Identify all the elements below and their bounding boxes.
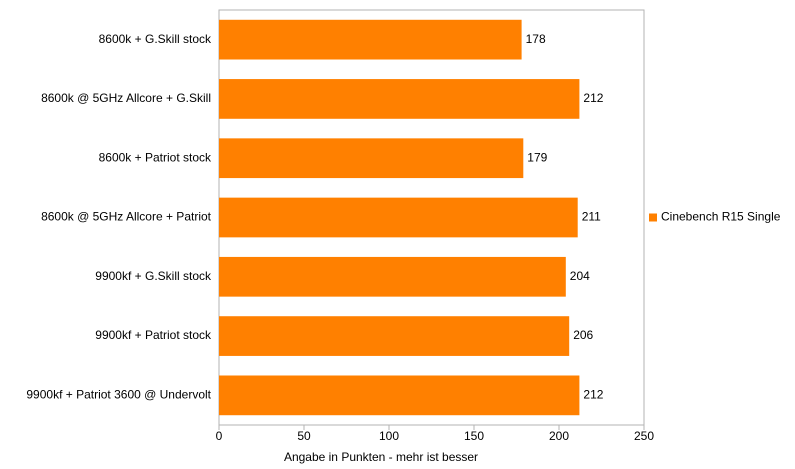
x-tick-label: 150: [464, 429, 484, 443]
x-axis-title: Angabe in Punkten - mehr ist besser: [284, 450, 478, 464]
y-tick-label: 8600k + Patriot stock: [99, 150, 212, 164]
value-label: 204: [570, 269, 590, 283]
value-label: 212: [583, 388, 603, 402]
y-tick-label: 9900kf + G.Skill stock: [95, 269, 212, 283]
legend-swatch: [649, 213, 657, 222]
bar: [219, 138, 524, 179]
value-label: 206: [573, 328, 593, 342]
y-tick-label: 9900kf + Patriot stock: [95, 328, 212, 342]
y-tick-label: 9900kf + Patriot 3600 @ Undervolt: [26, 388, 211, 402]
y-tick-label: 8600k + G.Skill stock: [99, 32, 212, 46]
legend-label: Cinebench R15 Single: [661, 210, 781, 224]
y-tick-label: 8600k @ 5GHz Allcore + Patriot: [41, 210, 212, 224]
bar: [219, 79, 580, 119]
value-label: 178: [526, 32, 546, 46]
x-tick-label: 50: [297, 429, 311, 443]
x-tick-label: 0: [216, 429, 223, 443]
value-label: 179: [527, 150, 547, 164]
x-tick-label: 200: [549, 429, 569, 443]
bar: [219, 375, 580, 416]
bar: [219, 316, 570, 356]
y-tick-label: 8600k @ 5GHz Allcore + G.Skill: [41, 91, 211, 105]
x-tick-label: 100: [379, 429, 399, 443]
bar: [219, 197, 578, 238]
x-tick-label: 250: [634, 429, 654, 443]
value-label: 211: [582, 210, 601, 224]
value-label: 212: [583, 91, 603, 105]
bar: [219, 256, 566, 297]
bar: [219, 19, 522, 60]
